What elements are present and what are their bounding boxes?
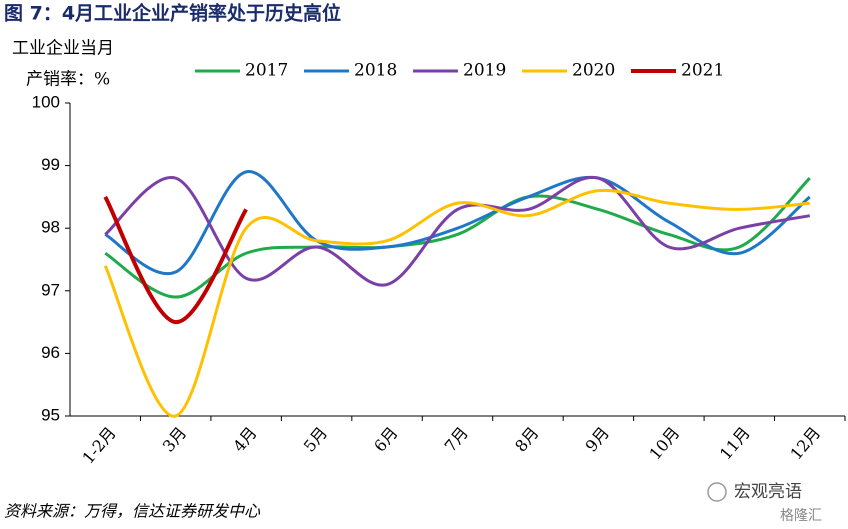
legend-label: 2020	[572, 61, 615, 81]
series-line	[103, 195, 248, 325]
y-tick-label: 100	[32, 92, 60, 111]
x-tick-label: 7月	[441, 423, 472, 455]
legend-label: 2019	[463, 61, 506, 81]
x-tick-label: 4月	[229, 423, 260, 455]
chart-title: 图 7：4月工业企业产销率处于历史高位	[4, 2, 341, 25]
series-line	[103, 188, 810, 418]
legend-label: 2018	[354, 61, 397, 81]
x-tick-label: 10月	[645, 423, 683, 463]
x-tick-label: 5月	[300, 423, 331, 455]
x-tick-label: 3月	[159, 423, 190, 455]
x-tick-label: 6月	[370, 423, 401, 455]
x-tick-label: 9月	[582, 423, 613, 455]
y-axis-label: 工业企业当月	[12, 39, 114, 59]
series-line	[104, 170, 811, 276]
x-tick-label: 1-2月	[78, 423, 119, 467]
x-tick-label: 11月	[716, 423, 754, 463]
source: 资料来源：万得，信达证券研发中心	[4, 502, 261, 521]
y-tick-label: 95	[41, 405, 60, 424]
y-tick-label: 96	[41, 343, 60, 362]
y-tick-label: 98	[41, 218, 60, 237]
legend-label: 2017	[245, 61, 288, 81]
watermark: 宏观亮语	[734, 482, 802, 502]
logo: 格隆汇	[780, 508, 822, 524]
x-tick-label: 12月	[786, 423, 824, 463]
watermark-icon	[707, 482, 727, 502]
y-tick-label: 99	[41, 155, 60, 174]
y-tick-label: 97	[41, 280, 60, 299]
y-axis-label: 产销率：%	[26, 70, 110, 90]
series-line	[104, 175, 811, 287]
legend-label: 2021	[681, 61, 724, 81]
x-tick-label: 8月	[511, 423, 542, 455]
